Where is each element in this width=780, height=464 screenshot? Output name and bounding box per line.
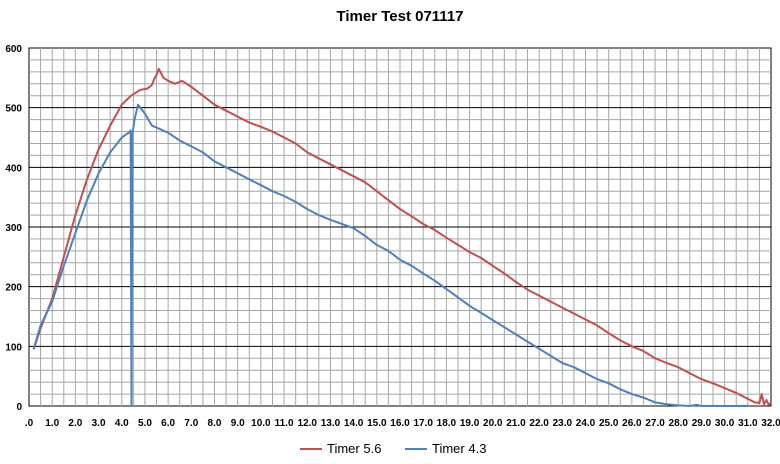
x-tick-label: 29.0 <box>692 418 712 429</box>
x-tick-label: 11.0 <box>275 418 294 429</box>
x-tick-label: 15.0 <box>367 418 387 429</box>
x-tick-label: 30.0 <box>715 418 735 429</box>
y-tick-label: 500 <box>5 104 22 115</box>
x-tick-label: 4.0 <box>115 418 129 429</box>
x-tick-label: 2.0 <box>68 418 82 429</box>
y-tick-label: 300 <box>5 223 22 234</box>
x-tick-label: 10.0 <box>251 418 271 429</box>
x-tick-label: 1.0 <box>45 418 59 429</box>
major-gridlines <box>29 107 771 347</box>
legend-label: Timer 5.6 <box>327 441 381 456</box>
x-tick-label: 18.0 <box>437 418 457 429</box>
y-tick-label: 0 <box>16 402 22 413</box>
chart-title: Timer Test 071117 <box>336 8 463 25</box>
x-tick-label: .0 <box>25 418 34 429</box>
x-tick-label: 32.0 <box>761 418 780 429</box>
x-tick-label: 3.0 <box>92 418 106 429</box>
x-tick-label: 9.0 <box>231 418 245 429</box>
y-tick-label: 600 <box>5 44 22 55</box>
series-layer <box>32 67 772 407</box>
x-tick-label: 17.0 <box>413 418 433 429</box>
x-tick-label: 25.0 <box>599 418 619 429</box>
x-tick-label: 12.0 <box>298 418 318 429</box>
x-tick-label: 7.0 <box>184 418 198 429</box>
x-tick-label: 26.0 <box>622 418 642 429</box>
x-tick-label: 13.0 <box>321 418 341 429</box>
series-line-2 <box>32 103 748 407</box>
x-axis-tick-labels: .0 1.0 2.0 3.0 4.0 5.0 6.0 7.0 8.0 9.0 10.0 11.0 12.… <box>25 418 780 429</box>
x-tick-label: 16.0 <box>390 418 410 429</box>
x-tick-label: 23.0 <box>553 418 573 429</box>
y-axis-tick-labels: 0 100 200 300 400 500 600 <box>5 44 22 413</box>
x-tick-label: 24.0 <box>576 418 596 429</box>
x-tick-label: 5.0 <box>138 418 152 429</box>
x-tick-label: 21.0 <box>506 418 526 429</box>
y-tick-label: 200 <box>5 283 22 294</box>
series-line-1 <box>32 67 772 406</box>
legend-label: Timer 4.3 <box>432 441 486 456</box>
x-tick-label: 28.0 <box>669 418 689 429</box>
x-tick-label: 20.0 <box>483 418 503 429</box>
x-tick-label: 27.0 <box>645 418 665 429</box>
y-tick-label: 100 <box>5 342 22 353</box>
x-tick-label: 8.0 <box>208 418 222 429</box>
y-tick-label: 400 <box>5 163 22 174</box>
x-tick-label: 14.0 <box>344 418 364 429</box>
x-tick-label: 22.0 <box>529 418 549 429</box>
x-tick-label: 6.0 <box>161 418 175 429</box>
x-tick-label: 31.0 <box>738 418 758 429</box>
legend: Timer 5.6 Timer 4.3 <box>300 441 486 456</box>
x-tick-label: 19.0 <box>460 418 480 429</box>
